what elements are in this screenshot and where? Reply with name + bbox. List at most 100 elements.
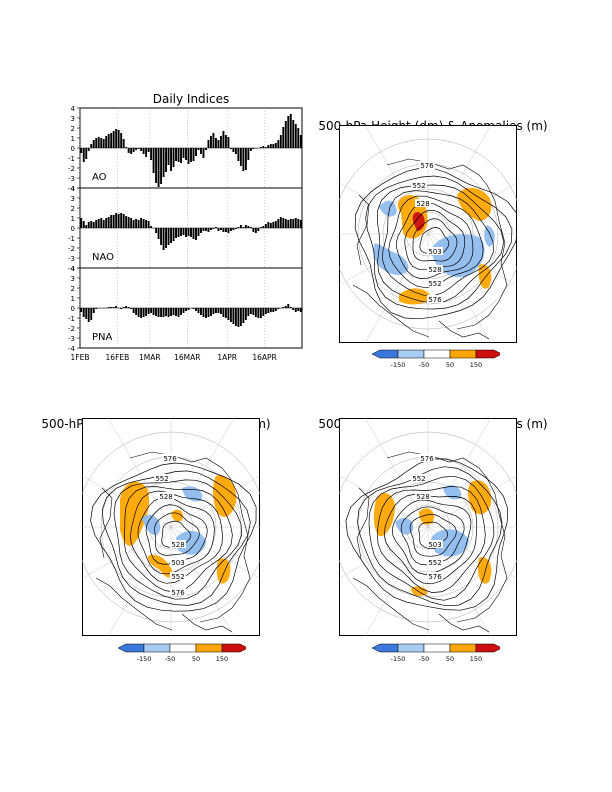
contour-label: 576: [163, 455, 177, 463]
index-bar: [214, 308, 217, 313]
height-contour: [383, 493, 478, 585]
meridian: [339, 526, 429, 579]
index-bar: [200, 308, 202, 315]
index-bar: [157, 308, 160, 317]
index-bar: [219, 136, 222, 148]
index-bar: [239, 225, 242, 228]
colorbar-2: -150 -50 50 150: [117, 643, 246, 663]
index-bar: [224, 228, 227, 232]
y-tick-label: -4: [68, 185, 76, 193]
index-bar: [142, 148, 145, 154]
index-bar: [130, 148, 133, 154]
index-bar: [299, 308, 302, 312]
index-bar: [269, 223, 272, 228]
index-bar: [229, 308, 232, 322]
index-bar: [247, 148, 250, 160]
contour-label-bg: [415, 199, 431, 207]
meridian: [364, 233, 429, 343]
index-bar: [244, 148, 247, 170]
coastline: [438, 613, 490, 633]
meridian: [339, 233, 429, 286]
height-contour: [154, 512, 200, 556]
colorbar-label: 50: [446, 361, 454, 369]
negative-anomaly: [142, 514, 161, 535]
index-bar: [80, 308, 83, 312]
index-bar: [155, 308, 158, 316]
y-tick-label: 1: [71, 215, 75, 223]
index-bar: [187, 308, 190, 310]
index-bar: [197, 308, 200, 313]
colorbar-segment: [371, 349, 399, 359]
y-tick-label: -1: [68, 155, 75, 163]
index-bar: [185, 228, 187, 237]
coastline: [181, 613, 233, 633]
index-bar: [82, 308, 85, 317]
index-bar: [222, 131, 225, 148]
index-bar: [197, 228, 200, 236]
negative-anomaly: [443, 485, 462, 500]
index-bar: [195, 148, 197, 156]
y-tick-label: 3: [71, 115, 75, 123]
coastline: [386, 451, 508, 623]
index-bar: [234, 148, 237, 154]
index-bar: [90, 144, 93, 148]
y-tick-label: 2: [71, 125, 75, 133]
index-bar: [185, 148, 187, 160]
index-bar: [207, 228, 210, 232]
map-apr-1-15: 576 552 528 503 528 552 576: [339, 125, 517, 343]
index-bar: [135, 219, 138, 228]
index-bar: [294, 124, 297, 148]
index-bar: [219, 228, 222, 230]
y-tick-label: 1: [71, 295, 75, 303]
contour-label: 552: [412, 475, 425, 483]
index-bar: [140, 218, 143, 228]
index-bar: [279, 135, 282, 148]
index-bar: [102, 220, 105, 228]
colorbar-label: 150: [470, 361, 482, 369]
index-bar: [110, 133, 113, 148]
index-bar: [140, 148, 143, 151]
negative-anomaly: [395, 517, 414, 535]
index-bar: [284, 219, 287, 228]
index-bar: [85, 148, 88, 159]
colorbar-segment: [475, 349, 500, 359]
index-bar: [222, 308, 225, 317]
series-label: AO: [92, 172, 107, 183]
index-bar: [112, 131, 115, 148]
positive-anomaly: [419, 508, 434, 525]
height-contour: [412, 218, 458, 262]
positive-anomaly: [216, 558, 231, 584]
index-bar: [95, 138, 98, 148]
colorbar-label: -150: [391, 361, 406, 369]
negative-anomaly: [484, 225, 495, 247]
height-contour: [123, 486, 233, 593]
series-label: PNA: [92, 332, 113, 343]
index-bar: [167, 308, 170, 317]
index-bar: [87, 308, 90, 322]
contour-label: 528: [428, 266, 441, 274]
height-contour: [409, 513, 457, 557]
contour-label: 576: [420, 162, 434, 170]
index-bar: [160, 148, 163, 184]
y-tick-label: 4: [71, 265, 76, 273]
contour-label-bg: [427, 558, 443, 566]
index-bar: [237, 148, 240, 161]
positive-anomaly: [148, 554, 173, 578]
index-bar: [125, 147, 128, 148]
contour-label: 552: [171, 573, 184, 581]
x-tick-label: 16MAR: [174, 353, 200, 362]
positive-anomaly: [457, 187, 492, 221]
contour-label-bg: [154, 474, 170, 482]
index-bar: [222, 228, 225, 232]
index-bar: [244, 308, 247, 320]
contour-label-bg: [170, 572, 186, 580]
index-bar: [175, 148, 177, 161]
index-bar: [125, 216, 128, 228]
y-tick-label: -2: [68, 165, 75, 173]
index-bar: [85, 308, 88, 319]
height-contour: [101, 470, 251, 606]
index-bar: [289, 114, 292, 148]
index-bar: [292, 219, 295, 228]
index-bar: [202, 228, 205, 231]
index-bar: [187, 228, 190, 236]
